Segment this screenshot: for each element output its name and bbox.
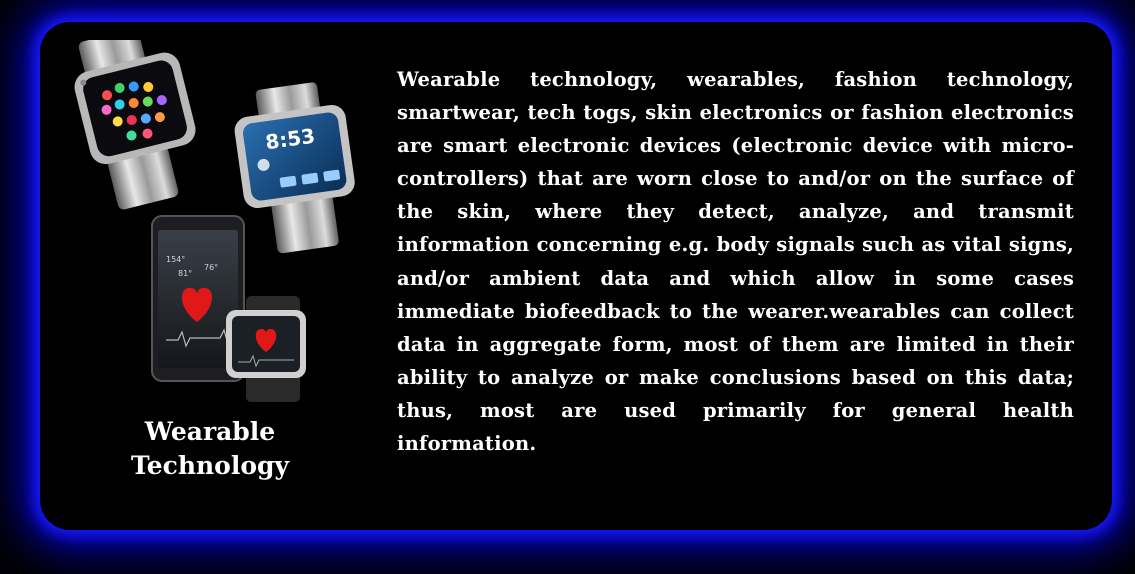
wearable-devices-illustration: 8:53 154° 76° 81°	[74, 40, 355, 402]
watch-heart-icon	[255, 328, 277, 352]
caption-line-1: Wearable	[144, 417, 276, 446]
phone-reading-2: 76°	[204, 263, 218, 272]
phone-reading-3: 81°	[178, 269, 192, 278]
smartwatch-apps-icon	[74, 40, 196, 210]
phone-reading-1: 154°	[166, 255, 185, 264]
heart-icon	[181, 287, 213, 322]
caption-line-2: Technology	[130, 451, 290, 480]
caption-title: Wearable Technology	[105, 415, 315, 483]
description-paragraph: Wearable technology, wearables, fashion …	[397, 68, 1074, 456]
smartwatch-heart-icon	[226, 296, 306, 402]
smartphone-heart-rate-icon: 154° 76° 81°	[151, 215, 245, 382]
smartwatch-time-icon: 8:53	[234, 82, 355, 254]
